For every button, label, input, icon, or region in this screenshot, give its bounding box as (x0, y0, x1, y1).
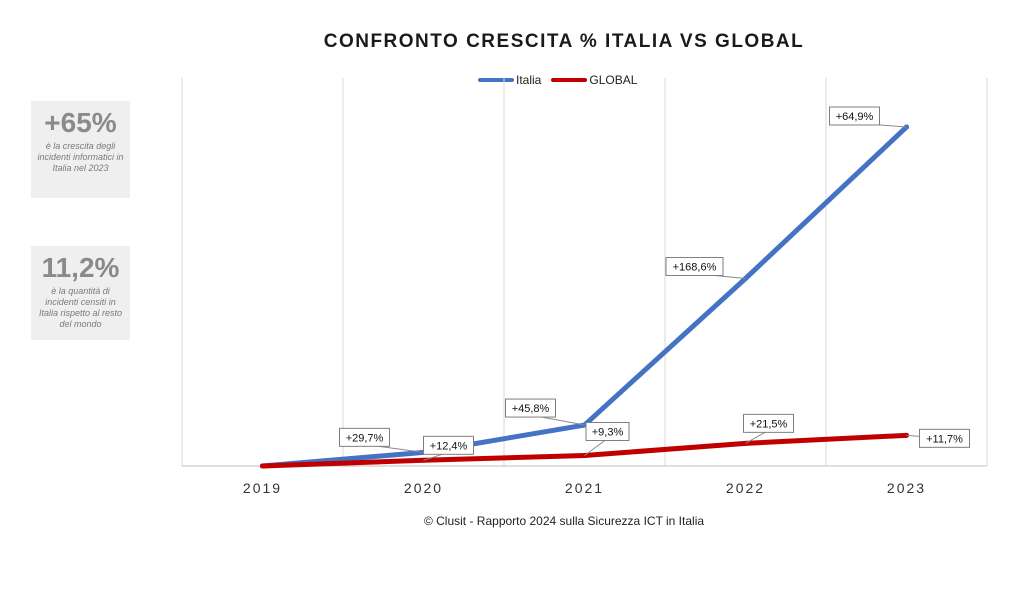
data-label: +21,5% (750, 418, 788, 430)
legend-item-global: GLOBAL (551, 73, 637, 87)
data-label-box (423, 435, 474, 455)
data-label: +168,6% (673, 262, 717, 274)
data-label: +12,4% (430, 440, 468, 452)
x-tick-label: 2020 (404, 480, 443, 496)
chart-title: CONFRONTO CRESCITA % ITALIA VS GLOBAL (323, 31, 805, 52)
stat-box-italy-share: 11,2% è la quantità di incidenti censiti… (31, 246, 130, 340)
data-label: +9,3% (592, 426, 624, 438)
x-tick-label: 2022 (726, 480, 765, 496)
data-label-leader (584, 438, 608, 456)
stat-description: è la quantità di incidenti censiti in It… (38, 286, 123, 329)
data-point (260, 463, 265, 469)
legend-label-italia: Italia (516, 73, 542, 87)
data-label-box (919, 428, 970, 448)
x-tick-label: 2019 (243, 480, 282, 496)
legend-label-global: GLOBAL (589, 73, 638, 87)
data-label: +64,9% (836, 111, 874, 123)
data-label: +11,7% (926, 433, 963, 445)
data-label-box (743, 413, 794, 433)
legend-swatch-global (551, 78, 588, 82)
data-label: +29,7% (346, 432, 384, 444)
source-footer: © Clusit - Rapporto 2024 sulla Sicurezza… (423, 514, 705, 528)
stat-value: 11,2% (41, 252, 120, 283)
data-label-box (339, 427, 390, 447)
x-tick-label: 2021 (565, 480, 604, 496)
data-label: +45,8% (512, 403, 550, 415)
data-label-box (665, 257, 724, 277)
data-label-box (829, 106, 880, 126)
legend-item-italia: Italia (478, 73, 541, 87)
data-label-box (585, 421, 630, 441)
legend-swatch-italia (478, 78, 514, 82)
data-label-box (505, 398, 556, 418)
stat-description: è la crescita degli incidenti informatic… (37, 141, 124, 173)
series-line-italia (260, 124, 909, 469)
x-tick-label: 2023 (887, 480, 926, 496)
chart-legend: Italia GLOBAL (478, 73, 647, 87)
stat-box-italy-growth: +65% è la crescita degli incidenti infor… (31, 101, 130, 198)
stat-value: +65% (44, 107, 117, 138)
